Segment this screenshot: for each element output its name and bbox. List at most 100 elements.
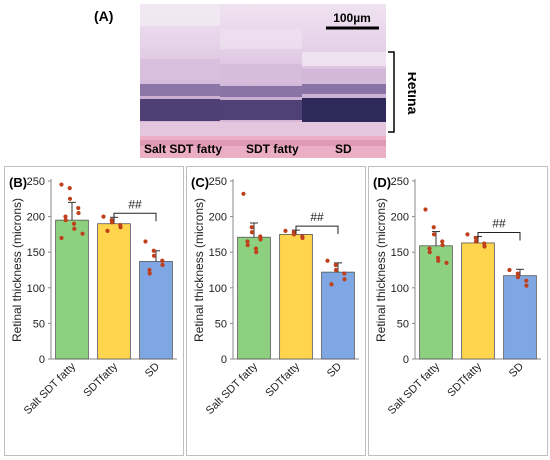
- x-tick-label-salt-sdt-fatty: Salt SDT fatty: [204, 360, 261, 417]
- data-point-salt-sdt-fatty: [76, 210, 81, 216]
- data-point-sdt-fatty: [291, 232, 297, 237]
- bar-sd: [503, 275, 537, 360]
- data-point-salt-sdt-fatty: [72, 226, 77, 231]
- data-point-sd: [151, 248, 156, 253]
- y-tick-label-50: 50: [397, 318, 409, 330]
- data-point-salt-sdt-fatty: [80, 231, 85, 236]
- y-tick-label-250: 250: [391, 176, 409, 188]
- data-point-salt-sdt-fatty: [431, 232, 437, 237]
- significance-bracket: [295, 225, 339, 235]
- bar-sd: [139, 261, 173, 360]
- y-tick-label-50: 50: [215, 318, 227, 330]
- data-point-sdt-fatty: [300, 235, 305, 241]
- data-point-salt-sdt-fatty: [254, 250, 259, 255]
- chart-panel-d: (D) 0 50 100 150 200 250 Retinal thickness (mic…: [368, 166, 548, 456]
- data-point-salt-sdt-fatty: [427, 250, 432, 255]
- retina-label: Retina: [405, 72, 416, 115]
- retina-bracket: Retina: [388, 51, 416, 133]
- histology-label-salt-sdt-fatty: Salt SDT fatty: [144, 142, 222, 156]
- data-point-sd: [147, 271, 152, 276]
- x-tick-label-sdt-fatty: SDTfatty: [263, 360, 302, 399]
- y-axis-label: Retinal thickness (microns): [10, 198, 24, 342]
- x-tick-label-sdt-fatty: SDTfatty: [81, 360, 120, 399]
- y-tick-label-100: 100: [391, 283, 409, 295]
- data-point-sdt-fatty: [118, 225, 123, 230]
- y-tick-label-0: 0: [39, 354, 45, 366]
- significance-bracket: [477, 232, 521, 241]
- data-point-salt-sdt-fatty: [249, 225, 254, 230]
- data-point-salt-sdt-fatty: [423, 207, 428, 212]
- data-point-sd: [147, 267, 152, 273]
- data-point-sdt-fatty: [101, 214, 106, 219]
- histology-label-sd: SD: [335, 142, 352, 156]
- data-point-salt-sdt-fatty: [76, 205, 81, 211]
- significance-label: ##: [128, 197, 142, 211]
- data-point-salt-sdt-fatty: [71, 221, 77, 226]
- data-point-sdt-fatty: [473, 239, 479, 244]
- data-point-sd: [524, 283, 529, 288]
- panel-label-d: (D): [373, 175, 391, 190]
- data-point-salt-sdt-fatty: [440, 242, 445, 248]
- data-point-salt-sdt-fatty: [436, 258, 441, 263]
- data-point-sdt-fatty: [283, 228, 288, 233]
- bar-sd: [321, 271, 355, 360]
- significance-label: ##: [492, 217, 506, 231]
- x-tick-label-sd: SD: [143, 361, 162, 380]
- x-tick-label-sdt-fatty: SDTfatty: [445, 360, 484, 399]
- data-point-sdt-fatty: [109, 220, 115, 225]
- y-tick-label-100: 100: [209, 283, 227, 295]
- data-point-salt-sdt-fatty: [245, 242, 250, 248]
- chart-panel-b: (B) 0 50 100 150 200 250 Retinal thickness (mic…: [4, 166, 184, 456]
- x-tick-label-salt-sdt-fatty: Salt SDT fatty: [22, 360, 79, 417]
- panel-label-c: (C): [191, 175, 209, 190]
- data-point-salt-sdt-fatty: [63, 218, 68, 223]
- data-point-salt-sdt-fatty: [59, 235, 64, 241]
- data-point-sdt-fatty: [105, 228, 110, 233]
- retina-histology-image: 100µm Salt SDT fatty SDT fatty SD: [140, 4, 386, 158]
- data-point-sd: [524, 278, 529, 283]
- data-point-salt-sdt-fatty: [245, 239, 250, 244]
- chart-panel-c: (C) 0 50 100 150 200 250 Retinal thickness (mic…: [186, 166, 366, 456]
- data-point-sd: [160, 258, 165, 263]
- data-point-sd: [151, 253, 157, 258]
- data-point-salt-sdt-fatty: [241, 191, 246, 196]
- y-axis-label: Retinal thickness (microns): [374, 198, 388, 342]
- panel-a-label: (A): [94, 8, 114, 24]
- data-point-sd: [515, 275, 521, 280]
- data-point-salt-sdt-fatty: [249, 230, 255, 235]
- y-tick-label-150: 150: [391, 247, 409, 259]
- data-point-salt-sdt-fatty: [59, 182, 64, 187]
- x-tick-label-sd: SD: [325, 361, 344, 380]
- histology-label-sdt-fatty: SDT fatty: [246, 142, 299, 156]
- data-point-sd: [342, 277, 347, 282]
- panel-label-b: (B): [9, 175, 27, 190]
- data-point-sdt-fatty: [482, 244, 487, 249]
- bar-sdt-fatty: [97, 223, 131, 360]
- y-tick-label-250: 250: [27, 176, 45, 188]
- data-point-salt-sdt-fatty: [67, 196, 73, 201]
- data-point-sdt-fatty: [473, 235, 478, 241]
- y-tick-label-250: 250: [209, 176, 227, 188]
- x-tick-label-sd: SD: [507, 361, 526, 380]
- y-tick-label-150: 150: [209, 247, 227, 259]
- data-point-sdt-fatty: [465, 232, 470, 237]
- data-point-salt-sdt-fatty: [258, 237, 263, 242]
- data-point-sd: [143, 239, 148, 244]
- data-point-salt-sdt-fatty: [431, 225, 436, 230]
- data-point-sd: [333, 267, 339, 273]
- data-point-sd: [160, 262, 165, 268]
- scale-bar-label: 100µm: [333, 11, 371, 25]
- significance-bracket: [113, 212, 157, 222]
- x-tick-label-salt-sdt-fatty: Salt SDT fatty: [386, 360, 443, 417]
- data-point-sd: [325, 258, 330, 263]
- y-tick-label-50: 50: [33, 318, 45, 330]
- data-point-sd: [329, 282, 334, 287]
- significance-label: ##: [310, 210, 324, 224]
- y-tick-label-200: 200: [209, 212, 227, 224]
- y-tick-label-200: 200: [391, 212, 409, 224]
- bar-salt-sdt-fatty: [237, 236, 271, 360]
- data-point-salt-sdt-fatty: [444, 260, 449, 265]
- bar-salt-sdt-fatty: [55, 219, 89, 360]
